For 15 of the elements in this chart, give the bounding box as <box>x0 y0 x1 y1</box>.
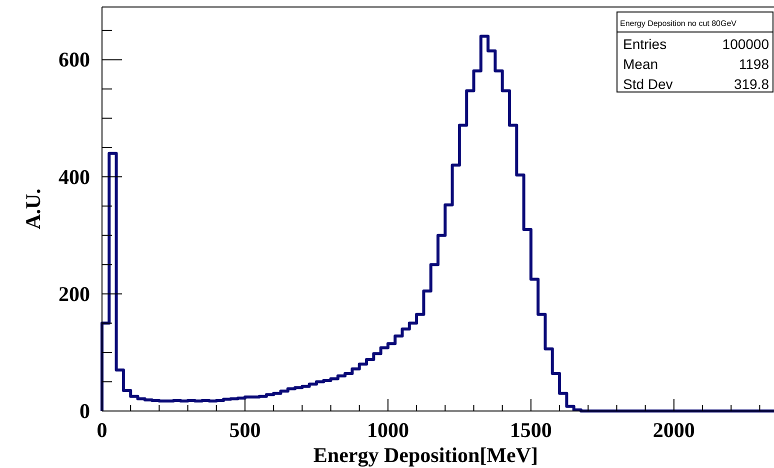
y-tick-label: 0 <box>80 399 90 423</box>
y-axis-title: A.U. <box>21 188 45 230</box>
text: Energy Deposition no cut 80GeV <box>620 19 738 28</box>
x-tick-label: 1500 <box>510 418 552 442</box>
x-axis-title: Energy Deposition[MeV] <box>313 443 538 467</box>
text: Mean 1198 <box>623 56 769 72</box>
x-tick-label: 500 <box>229 418 261 442</box>
y-tick-label: 400 <box>58 164 90 189</box>
text: Entries 100000 <box>623 36 769 52</box>
y-tick-label: 200 <box>58 282 90 306</box>
x-tick-label: 0 <box>96 418 108 442</box>
text: Std Dev 319.8 <box>623 76 769 92</box>
y-tick-label: 600 <box>58 48 90 72</box>
x-tick-label: 2000 <box>652 418 695 442</box>
x-tick-label: 1000 <box>366 418 409 442</box>
